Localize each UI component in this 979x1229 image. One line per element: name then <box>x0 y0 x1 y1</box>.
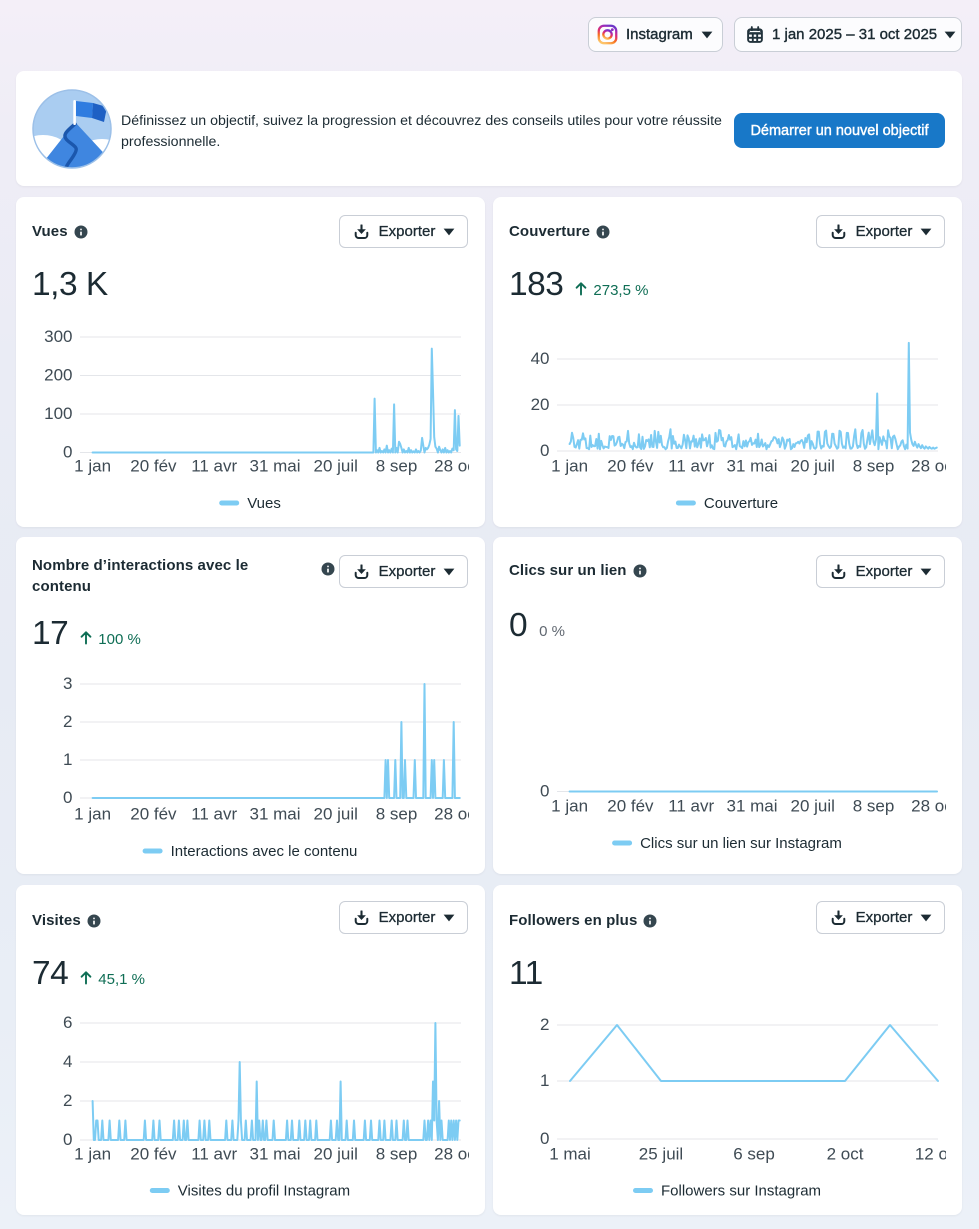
svg-text:8 sep: 8 sep <box>376 805 418 824</box>
svg-text:4: 4 <box>63 1052 72 1071</box>
svg-text:20 juil: 20 juil <box>313 805 357 824</box>
svg-text:28 oct: 28 oct <box>911 457 946 476</box>
svg-text:2: 2 <box>540 1015 549 1034</box>
svg-text:6: 6 <box>63 1013 72 1032</box>
svg-text:25 juil: 25 juil <box>639 1145 683 1164</box>
svg-text:20 fév: 20 fév <box>607 797 654 816</box>
svg-text:0: 0 <box>540 1129 549 1148</box>
svg-text:2: 2 <box>63 712 72 731</box>
svg-text:1 jan: 1 jan <box>551 457 588 476</box>
svg-text:6 sep: 6 sep <box>733 1145 775 1164</box>
svg-text:Interactions avec le contenu: Interactions avec le contenu <box>171 843 358 860</box>
svg-text:0: 0 <box>540 782 549 801</box>
svg-text:11 avr: 11 avr <box>191 457 237 476</box>
svg-text:20 fév: 20 fév <box>130 805 177 824</box>
svg-text:20 juil: 20 juil <box>313 1145 357 1164</box>
svg-text:11 avr: 11 avr <box>191 805 237 824</box>
svg-text:20 fév: 20 fév <box>607 457 654 476</box>
svg-text:0: 0 <box>63 788 72 807</box>
svg-text:12 oct: 12 oct <box>915 1145 946 1164</box>
svg-text:40: 40 <box>531 349 550 368</box>
svg-text:1 jan: 1 jan <box>74 1145 111 1164</box>
svg-text:Couverture: Couverture <box>704 495 778 512</box>
svg-text:8 sep: 8 sep <box>853 457 895 476</box>
svg-text:31 mai: 31 mai <box>249 1145 300 1164</box>
svg-text:1: 1 <box>63 750 72 769</box>
svg-text:3: 3 <box>63 674 72 693</box>
svg-text:Followers sur Instagram: Followers sur Instagram <box>661 1183 821 1200</box>
svg-text:8 sep: 8 sep <box>376 457 418 476</box>
svg-text:20 juil: 20 juil <box>790 457 834 476</box>
svg-text:1: 1 <box>540 1071 549 1090</box>
svg-text:8 sep: 8 sep <box>853 797 895 816</box>
svg-text:0: 0 <box>63 443 72 462</box>
svg-text:1 mai: 1 mai <box>549 1145 591 1164</box>
svg-text:28 oct: 28 oct <box>434 457 469 476</box>
svg-text:20 fév: 20 fév <box>130 1145 177 1164</box>
svg-text:Clics sur un lien sur Instagra: Clics sur un lien sur Instagram <box>640 835 842 852</box>
svg-text:2 oct: 2 oct <box>827 1145 864 1164</box>
svg-text:2: 2 <box>63 1091 72 1110</box>
svg-text:11 avr: 11 avr <box>668 797 714 816</box>
svg-text:300: 300 <box>44 327 72 346</box>
svg-text:0: 0 <box>540 441 549 460</box>
svg-text:Vues: Vues <box>247 495 281 512</box>
svg-text:20 juil: 20 juil <box>313 457 357 476</box>
svg-text:28 oct: 28 oct <box>434 805 469 824</box>
svg-text:Visites du profil Instagram: Visites du profil Instagram <box>178 1183 350 1200</box>
svg-text:200: 200 <box>44 366 72 385</box>
svg-text:20 fév: 20 fév <box>130 457 177 476</box>
svg-text:20 juil: 20 juil <box>790 797 834 816</box>
svg-text:1 jan: 1 jan <box>551 797 588 816</box>
svg-text:1 jan: 1 jan <box>74 457 111 476</box>
svg-text:31 mai: 31 mai <box>726 457 777 476</box>
svg-text:28 oct: 28 oct <box>911 797 946 816</box>
svg-text:100: 100 <box>44 404 72 423</box>
svg-text:31 mai: 31 mai <box>249 805 300 824</box>
svg-text:11 avr: 11 avr <box>191 1145 237 1164</box>
svg-text:1 jan: 1 jan <box>74 805 111 824</box>
svg-text:31 mai: 31 mai <box>726 797 777 816</box>
svg-text:0: 0 <box>63 1130 72 1149</box>
svg-text:31 mai: 31 mai <box>249 457 300 476</box>
svg-text:8 sep: 8 sep <box>376 1145 418 1164</box>
svg-text:20: 20 <box>531 395 550 414</box>
svg-text:28 oct: 28 oct <box>434 1145 469 1164</box>
svg-text:11 avr: 11 avr <box>668 457 714 476</box>
